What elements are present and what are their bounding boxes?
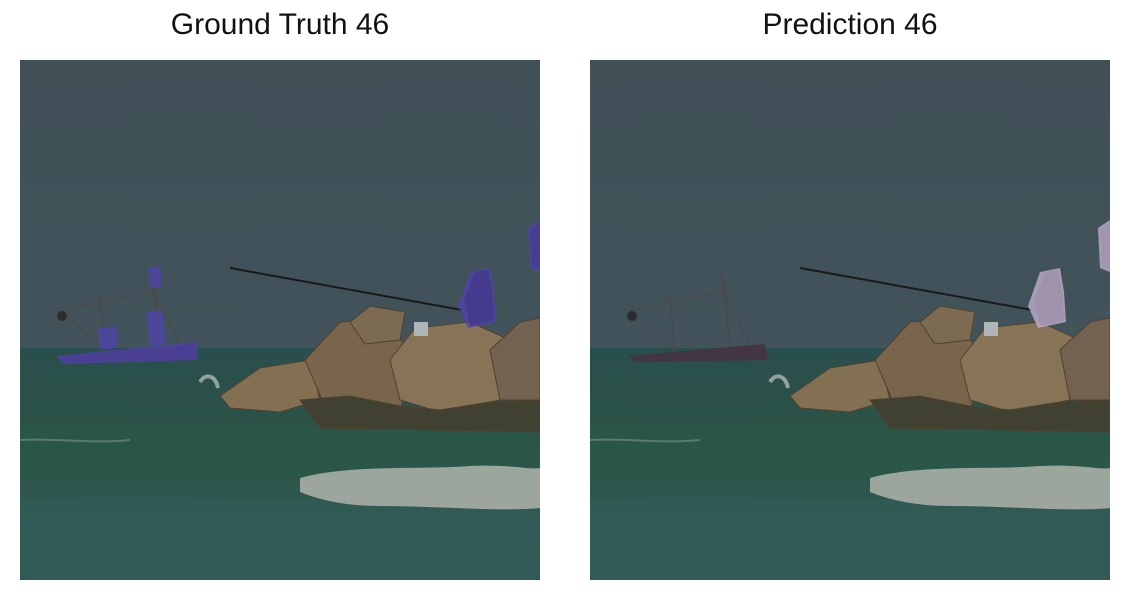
rock — [1059, 317, 1110, 401]
person-edge-mask — [1098, 220, 1110, 272]
prediction-image — [590, 60, 1110, 580]
shallow-water — [590, 497, 1110, 580]
fishing-rod — [799, 267, 1033, 311]
splash — [768, 374, 790, 389]
wave-crest — [590, 438, 701, 443]
shallow-water — [20, 497, 540, 580]
scene-svg — [590, 60, 1110, 580]
ground-truth-title: Ground Truth 46 — [170, 8, 390, 41]
ground-truth-image — [20, 60, 540, 580]
prediction-title: Prediction 46 — [762, 8, 938, 41]
sky — [590, 60, 1110, 350]
rock — [919, 305, 976, 345]
wave-band — [20, 425, 540, 480]
rock — [489, 317, 540, 401]
wave-foam — [870, 465, 1110, 510]
image-tint — [20, 60, 540, 580]
bucket — [984, 322, 998, 336]
person-fisher-mask — [458, 268, 496, 328]
wave-crest — [20, 438, 131, 443]
person-fisher-mask — [1028, 268, 1066, 328]
rock — [299, 395, 540, 433]
scene-svg — [20, 60, 540, 580]
rock — [349, 305, 406, 345]
fishing-rod — [229, 267, 463, 311]
person-edge-mask — [528, 220, 540, 272]
image-tint — [590, 60, 1110, 580]
person-boat-mask — [148, 266, 162, 288]
bucket — [414, 322, 428, 336]
boat-mask — [56, 310, 198, 364]
wave-band — [590, 425, 1110, 480]
splash — [198, 374, 220, 389]
wave-foam — [300, 465, 540, 510]
rock — [869, 395, 1110, 433]
sky — [20, 60, 540, 350]
boat — [627, 271, 768, 362]
